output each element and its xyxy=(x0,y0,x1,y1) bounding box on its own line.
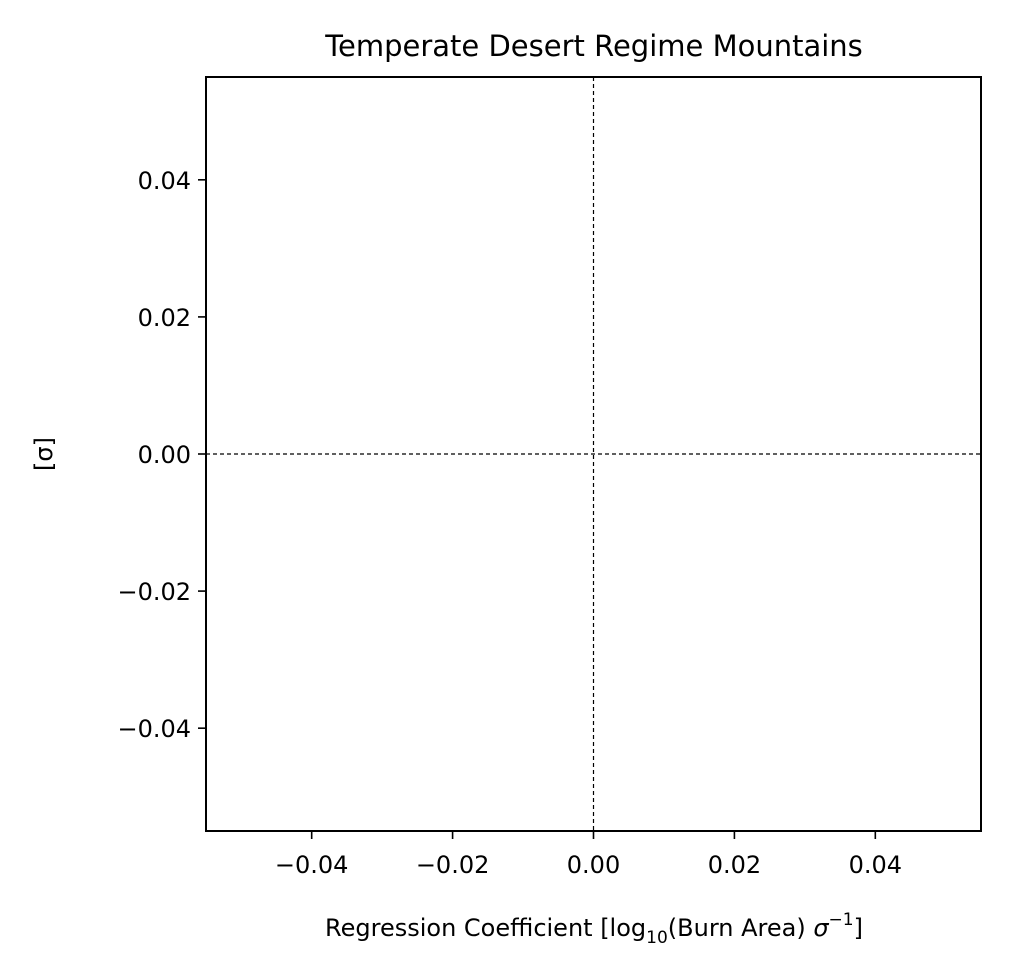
x-axis-label-middle: (Burn Area) xyxy=(668,914,814,942)
x-axis-label-suffix: ] xyxy=(854,914,863,942)
x-tick-label: −0.02 xyxy=(416,851,490,879)
y-tick-label: −0.04 xyxy=(117,715,191,743)
x-axis-label-superscript: −1 xyxy=(829,910,854,930)
chart-title: Temperate Desert Regime Mountains xyxy=(324,29,863,63)
x-axis-label-sigma: σ xyxy=(813,914,829,942)
x-axis-label-subscript: 10 xyxy=(646,928,668,948)
x-axis-ticks: −0.04 −0.02 0.00 0.02 0.04 xyxy=(275,831,902,879)
x-tick-label: 0.02 xyxy=(708,851,761,879)
x-tick-label: −0.04 xyxy=(275,851,349,879)
y-tick-label: −0.02 xyxy=(117,578,191,606)
x-axis-label-prefix: Regression Coefficient [log xyxy=(325,914,646,942)
x-tick-label: 0.04 xyxy=(849,851,902,879)
plot-area: −0.04 −0.02 0.00 0.02 0.04 −0.04 −0.02 0.00 0.0… xyxy=(117,76,982,879)
y-axis-ticks: −0.04 −0.02 0.00 0.02 0.04 xyxy=(117,167,206,743)
y-axis-label: [σ] xyxy=(30,437,58,471)
y-tick-label: 0.04 xyxy=(138,167,191,195)
y-tick-label: 0.00 xyxy=(138,441,191,469)
reference-lines xyxy=(206,77,981,831)
y-tick-label: 0.02 xyxy=(138,304,191,332)
x-axis-label: Regression Coefficient [log10(Burn Area)… xyxy=(325,910,863,948)
x-tick-label: 0.00 xyxy=(567,851,620,879)
